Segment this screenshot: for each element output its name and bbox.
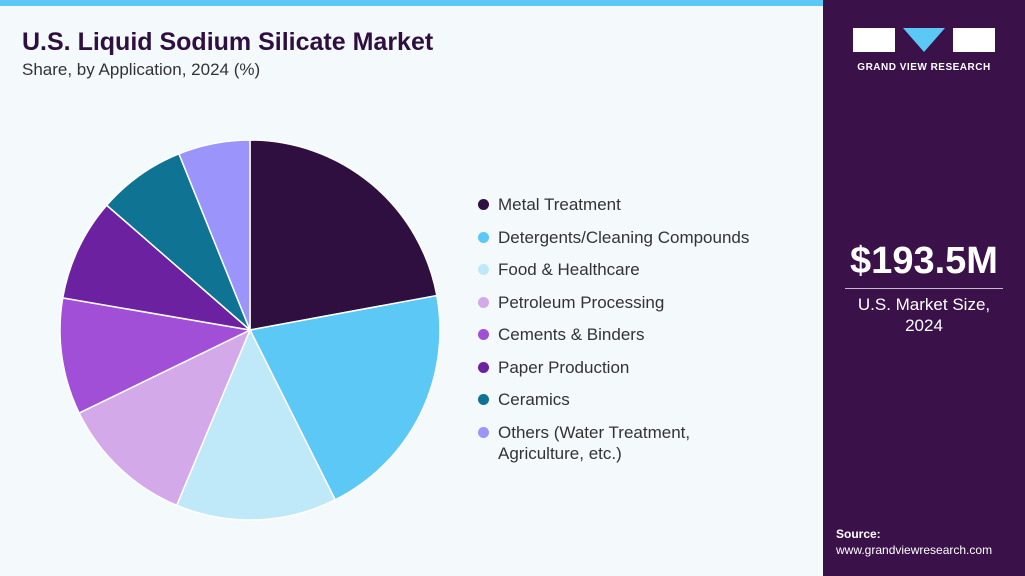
legend-label: Detergents/Cleaning Compounds xyxy=(498,227,750,247)
legend-label: Petroleum Processing xyxy=(498,292,665,312)
logo-block xyxy=(953,28,995,52)
chart-area: U.S. Liquid Sodium Silicate Market Share… xyxy=(0,0,823,576)
pie-slice xyxy=(177,139,251,331)
brand: GRAND VIEW RESEARCH xyxy=(857,62,991,73)
market-size: $193.5M xyxy=(850,240,998,282)
legend-label: Paper Production xyxy=(498,357,630,377)
top-bar xyxy=(0,0,823,6)
legend-label: Food & Healthcare xyxy=(498,260,640,279)
legend-label: Others (Water Treatment, Agriculture, et… xyxy=(498,422,691,463)
pie-slice xyxy=(59,297,253,415)
legend-swatch xyxy=(478,426,489,438)
sidebar: GRAND VIEW RESEARCH $193.5M U.S. Market … xyxy=(823,0,1025,576)
legend-item: Others (Water Treatment, Agriculture, et… xyxy=(478,422,778,464)
legend-item: Food & Healthcare xyxy=(478,259,778,280)
legend-item: Paper Production xyxy=(478,357,778,378)
logo xyxy=(853,28,995,52)
legend-swatch xyxy=(478,361,489,373)
legend-label: Ceramics xyxy=(498,390,570,409)
pie-slice xyxy=(249,139,438,331)
legend-item: Petroleum Processing xyxy=(478,292,778,313)
legend-item: Detergents/Cleaning Compounds xyxy=(478,227,778,248)
pie-slice xyxy=(175,328,337,521)
legend-swatch xyxy=(478,199,489,210)
legend-swatch xyxy=(478,329,489,340)
logo-block xyxy=(903,28,945,52)
pie-slice xyxy=(61,204,253,332)
logo-block xyxy=(853,28,895,52)
pie xyxy=(59,139,441,521)
source-url: www.grandviewresearch.com xyxy=(836,543,993,557)
pie-slice xyxy=(248,294,441,501)
pie-slice xyxy=(78,328,252,507)
legend-label: Cements & Binders xyxy=(498,325,645,344)
legend: Metal Treatment Detergents/Cleaning Compo… xyxy=(478,194,778,475)
legend-label: Metal Treatment xyxy=(498,195,621,214)
legend-item: Metal Treatment xyxy=(478,194,778,215)
chart-title: U.S. Liquid Sodium Silicate Market xyxy=(22,28,434,56)
legend-swatch xyxy=(478,231,489,243)
legend-swatch xyxy=(478,264,489,275)
divider xyxy=(845,288,1003,289)
source-label: Source: xyxy=(836,527,881,541)
market-size-label: U.S. Market Size, 2024 xyxy=(857,295,991,335)
legend-swatch xyxy=(478,394,489,405)
legend-item: Cements & Binders xyxy=(478,324,778,345)
legend-item: Ceramics xyxy=(478,389,778,410)
chart-subtitle: Share, by Application, 2024 (%) xyxy=(22,60,261,79)
legend-swatch xyxy=(478,296,489,308)
